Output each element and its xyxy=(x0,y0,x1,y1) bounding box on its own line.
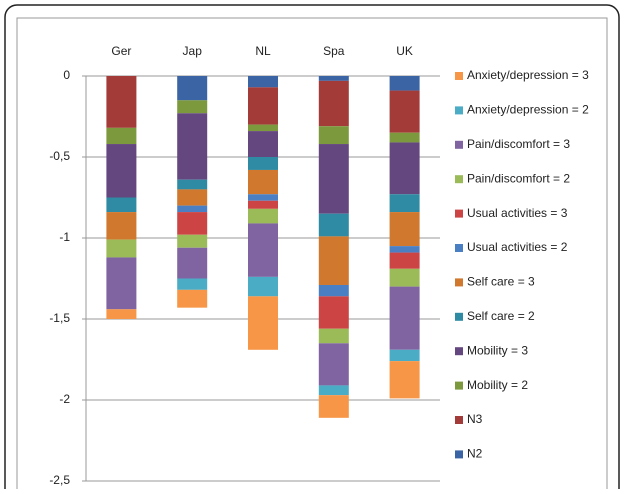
bar-segment xyxy=(318,126,349,145)
bar-segment xyxy=(318,236,349,285)
legend-swatch xyxy=(455,72,463,80)
bar-segment xyxy=(248,131,278,157)
legend-label: Pain/discomfort = 3 xyxy=(467,137,570,151)
legend-label: Mobility = 2 xyxy=(467,378,528,392)
y-tick-label: -2 xyxy=(59,392,70,406)
bar-segment xyxy=(318,343,349,386)
legend-label: Mobility = 3 xyxy=(467,343,528,357)
legend-label: Self care = 3 xyxy=(467,275,535,289)
bar-segment xyxy=(106,309,137,319)
bar-segment xyxy=(177,234,208,248)
x-tick-label: Jap xyxy=(183,44,203,58)
legend-label: Pain/discomfort = 2 xyxy=(467,171,570,185)
bar-segment xyxy=(177,212,208,235)
legend-label: N2 xyxy=(467,447,483,461)
bar-segment xyxy=(389,246,420,253)
legend-swatch xyxy=(455,244,463,252)
bar-segment xyxy=(106,127,137,145)
y-tick-label: -1 xyxy=(59,230,70,244)
bar-segment xyxy=(318,385,349,396)
legend-swatch xyxy=(455,140,463,149)
bar-segment xyxy=(389,268,420,287)
bar-segment xyxy=(106,257,137,310)
bar-segment xyxy=(177,179,208,190)
bar-segment xyxy=(318,284,349,297)
bar-segment xyxy=(177,205,208,213)
legend-swatch xyxy=(455,312,463,321)
legend-label: Anxiety/depression = 2 xyxy=(467,103,589,117)
bar-segment xyxy=(248,223,278,277)
bar-segment xyxy=(248,157,278,170)
bar-segment xyxy=(248,76,278,88)
legend-swatch xyxy=(455,347,463,356)
bar-segment xyxy=(248,124,278,132)
bar-segment xyxy=(389,142,420,195)
legend-swatch xyxy=(455,450,463,459)
y-tick-label: -2,5 xyxy=(49,473,70,487)
legend-swatch xyxy=(455,416,463,424)
bar-segment xyxy=(318,296,349,329)
legend-label: Self care = 2 xyxy=(467,309,535,323)
bar-segment xyxy=(389,349,420,362)
bar-segment xyxy=(318,144,349,214)
bar-segment xyxy=(248,87,278,125)
legend-label: N3 xyxy=(467,412,483,426)
legend-swatch xyxy=(455,209,463,218)
x-tick-label: Ger xyxy=(111,44,131,58)
bar-segment xyxy=(106,76,137,128)
bar-segment xyxy=(318,395,349,418)
x-tick-label: UK xyxy=(396,44,413,58)
bar-segment xyxy=(106,239,137,258)
bar-segment xyxy=(389,76,420,91)
bar-segment xyxy=(248,276,278,297)
legend-swatch xyxy=(455,106,463,115)
bar-segment xyxy=(248,200,278,209)
legend-label: Anxiety/depression = 3 xyxy=(467,68,589,82)
x-tick-label: NL xyxy=(255,44,271,58)
bar-segment xyxy=(389,212,420,247)
bar-segment xyxy=(248,169,278,195)
bar-segment xyxy=(389,361,420,399)
legend-swatch xyxy=(455,278,463,287)
bar-segment xyxy=(318,213,349,237)
bar-segment xyxy=(106,212,137,240)
bar-segment xyxy=(177,113,208,180)
bar-segment xyxy=(389,90,420,133)
bar-segment xyxy=(177,100,208,114)
bar-segment xyxy=(248,194,278,201)
bar-segment xyxy=(106,144,137,198)
y-tick-label: 0 xyxy=(63,68,70,82)
bar-segment xyxy=(177,76,208,101)
bar-segment xyxy=(177,247,208,279)
bar-segment xyxy=(177,289,208,308)
legend-swatch xyxy=(455,381,463,390)
bar-segment xyxy=(106,197,137,213)
legend-swatch xyxy=(455,175,463,184)
bar-segment xyxy=(389,252,420,269)
bar-segment xyxy=(248,208,278,224)
bar-segment xyxy=(318,76,349,81)
bar-segment xyxy=(318,80,349,127)
bar-segment xyxy=(389,132,420,143)
x-tick-label: Spa xyxy=(323,44,345,58)
legend-label: Usual activities = 2 xyxy=(467,240,568,254)
bar-segment xyxy=(177,189,208,206)
bar-segment xyxy=(389,286,420,350)
bar-segment xyxy=(177,278,208,290)
bar-segment xyxy=(248,296,278,350)
legend-label: Usual activities = 3 xyxy=(467,206,568,220)
bar-segment xyxy=(318,328,349,344)
y-tick-label: -0,5 xyxy=(49,149,70,163)
bar-segment xyxy=(389,194,420,213)
y-tick-label: -1,5 xyxy=(49,311,70,325)
